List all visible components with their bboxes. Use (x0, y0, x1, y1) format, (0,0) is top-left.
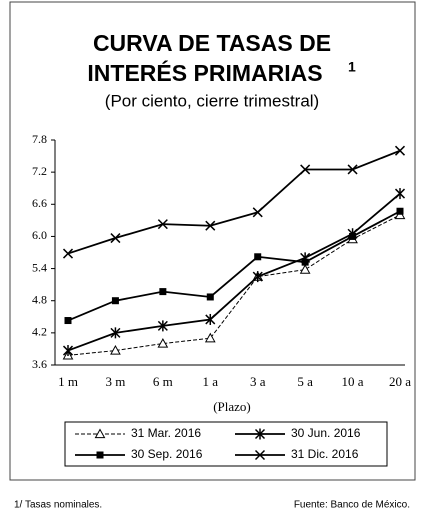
point (300, 164, 311, 175)
point (299, 264, 311, 274)
point (94, 428, 106, 439)
point (254, 449, 266, 461)
y-tick-label: 5.4 (32, 260, 47, 274)
series-line (67, 192, 401, 352)
marker-shape (94, 428, 106, 439)
series-line (67, 210, 401, 322)
marker-shape (205, 220, 216, 231)
point (204, 332, 216, 343)
point (396, 207, 404, 215)
marker-shape (349, 232, 357, 240)
legend-box (64, 421, 388, 467)
series-line (67, 149, 401, 255)
point (349, 232, 357, 240)
point (394, 188, 406, 200)
point (157, 219, 168, 230)
marker-shape (111, 297, 119, 305)
legend-label: 31 Mar. 2016 (131, 426, 201, 440)
marker-shape (299, 264, 311, 274)
y-tick-label: 6.6 (32, 196, 47, 210)
x-axis-label: (Plazo) (213, 399, 251, 414)
point (252, 207, 263, 218)
point (394, 145, 406, 156)
point (110, 233, 121, 244)
legend-label: 30 Sep. 2016 (131, 447, 203, 461)
x-tick-label: 5 a (297, 374, 313, 389)
marker-shape (206, 293, 214, 301)
marker-shape (254, 449, 266, 461)
marker-shape (62, 248, 74, 259)
legend-label: 31 Dic. 2016 (291, 447, 359, 461)
marker-shape (157, 219, 168, 230)
y-tick-label: 4.8 (32, 292, 47, 306)
point (206, 293, 214, 301)
footnote: 1/ Tasas nominales. (14, 500, 102, 511)
point (62, 345, 74, 357)
chart-title: CURVA DE TASAS DE (93, 30, 331, 56)
point (205, 220, 216, 231)
series-line (67, 214, 401, 356)
point (159, 288, 167, 296)
x-tick-label: 1 m (58, 374, 78, 389)
subtitle: (Por ciento, cierre trimestral) (105, 91, 319, 110)
point (96, 451, 104, 459)
marker-shape (96, 451, 104, 459)
marker-shape (300, 164, 311, 175)
chart-title: INTERÉS PRIMARIAS (87, 59, 322, 86)
point (110, 345, 121, 355)
y-tick-label: 7.2 (32, 164, 47, 178)
point (347, 164, 358, 175)
point (110, 327, 121, 339)
frame (9, 1, 416, 481)
marker-shape (110, 233, 121, 244)
point (252, 271, 263, 283)
point (64, 317, 72, 325)
x-tick-label: 6 m (153, 374, 173, 389)
marker-shape (254, 253, 262, 261)
y-tick-label: 3.6 (32, 357, 47, 371)
y-tick-label: 6.0 (32, 228, 47, 242)
marker-shape (252, 207, 263, 218)
point (254, 253, 262, 261)
point (157, 320, 168, 332)
marker-shape (110, 345, 121, 355)
marker-shape (64, 317, 72, 325)
marker-shape (394, 145, 406, 156)
source: Fuente: Banco de México. (294, 500, 410, 511)
x-tick-label: 20 a (389, 374, 411, 389)
y-tick-label: 7.8 (32, 132, 47, 146)
x-tick-label: 3 a (250, 374, 266, 389)
marker-shape (204, 332, 216, 343)
marker-shape (396, 207, 404, 215)
point (254, 428, 266, 440)
marker-shape (347, 164, 358, 175)
title-note: 1 (348, 59, 356, 75)
legend-label: 30 Jun. 2016 (291, 426, 361, 440)
point (62, 248, 74, 259)
marker-shape (157, 338, 169, 348)
x-tick-label: 3 m (105, 374, 125, 389)
point (301, 258, 309, 266)
marker-shape (301, 258, 309, 266)
y-tick-label: 4.2 (32, 325, 47, 339)
point (111, 297, 119, 305)
point (205, 313, 216, 325)
point (157, 338, 169, 348)
x-tick-label: 10 a (342, 374, 364, 389)
x-tick-label: 1 a (203, 374, 219, 389)
marker-shape (159, 288, 167, 296)
